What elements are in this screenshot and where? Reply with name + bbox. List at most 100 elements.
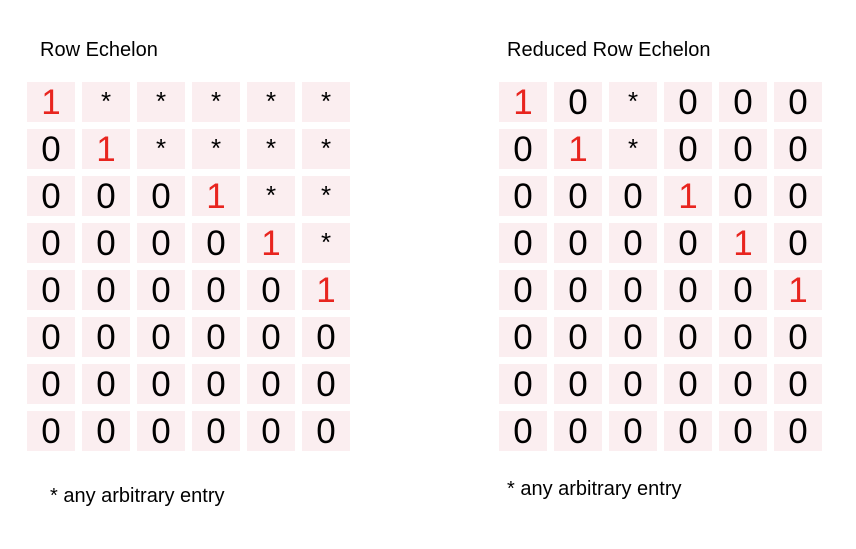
matrix-cell: 0 xyxy=(664,317,712,357)
matrix-cell: 0 xyxy=(719,411,767,451)
matrix-cell: 0 xyxy=(499,317,547,357)
pivot-cell: 1 xyxy=(554,129,602,169)
matrix-cell: 0 xyxy=(247,317,295,357)
matrix-cell: 0 xyxy=(82,176,130,216)
matrix-cell: * xyxy=(302,223,350,263)
matrix-cell: 0 xyxy=(302,411,350,451)
pivot-cell: 1 xyxy=(27,82,75,122)
pivot-cell: 1 xyxy=(499,82,547,122)
matrix-cell: 0 xyxy=(499,364,547,404)
pivot-cell: 1 xyxy=(774,270,822,310)
matrix-cell: 0 xyxy=(82,270,130,310)
matrix-cell: 0 xyxy=(82,317,130,357)
matrix-cell: 0 xyxy=(719,82,767,122)
matrix-cell: 0 xyxy=(137,270,185,310)
matrix-cell: * xyxy=(137,129,185,169)
matrix-cell: 0 xyxy=(27,317,75,357)
matrix-cell: 0 xyxy=(82,364,130,404)
matrix-cell: 0 xyxy=(664,411,712,451)
matrix-cell: 0 xyxy=(774,364,822,404)
matrix-cell: 0 xyxy=(27,364,75,404)
matrix-cell: 0 xyxy=(499,411,547,451)
matrix-cell: 0 xyxy=(554,223,602,263)
matrix-cell: 0 xyxy=(774,82,822,122)
matrix-cell: 0 xyxy=(499,270,547,310)
matrix-cell: * xyxy=(302,129,350,169)
matrix-cell: 0 xyxy=(609,411,657,451)
reduced-row-echelon-matrix: 1 0 * 0 0 0 0 1 * 0 0 0 0 0 0 1 0 0 0 0 0 0 1 0 0 0 0 0 0 1 0 0 0 0 0 0 0 0 0 0… xyxy=(499,82,822,451)
matrix-cell: 0 xyxy=(192,223,240,263)
matrix-cell: 0 xyxy=(27,129,75,169)
pivot-cell: 1 xyxy=(192,176,240,216)
matrix-cell: 0 xyxy=(719,176,767,216)
pivot-cell: 1 xyxy=(664,176,712,216)
matrix-cell: * xyxy=(247,82,295,122)
matrix-cell: * xyxy=(192,129,240,169)
reduced-row-echelon-footnote: * any arbitrary entry xyxy=(507,478,682,500)
row-echelon-title: Row Echelon xyxy=(40,39,158,61)
matrix-cell: 0 xyxy=(719,317,767,357)
matrix-cell: 0 xyxy=(664,129,712,169)
pivot-cell: 1 xyxy=(302,270,350,310)
matrix-cell: * xyxy=(302,176,350,216)
row-echelon-matrix: 1 * * * * * 0 1 * * * * 0 0 0 1 * * 0 0 0 0 1 * 0 0 0 0 0 1 0 0 0 0 0 0 0 0 0 0… xyxy=(27,82,350,451)
matrix-cell: 0 xyxy=(554,364,602,404)
matrix-cell: 0 xyxy=(137,411,185,451)
matrix-cell: 0 xyxy=(774,129,822,169)
reduced-row-echelon-title: Reduced Row Echelon xyxy=(507,39,711,61)
matrix-cell: 0 xyxy=(192,317,240,357)
matrix-cell: 0 xyxy=(82,411,130,451)
matrix-cell: 0 xyxy=(137,364,185,404)
pivot-cell: 1 xyxy=(247,223,295,263)
matrix-cell: 0 xyxy=(499,223,547,263)
matrix-cell: 0 xyxy=(719,364,767,404)
matrix-cell: 0 xyxy=(664,270,712,310)
matrix-cell: 0 xyxy=(247,411,295,451)
row-echelon-footnote: * any arbitrary entry xyxy=(50,485,225,507)
matrix-cell: 0 xyxy=(192,364,240,404)
matrix-cell: 0 xyxy=(554,317,602,357)
matrix-cell: * xyxy=(302,82,350,122)
matrix-cell: 0 xyxy=(719,129,767,169)
matrix-cell: 0 xyxy=(499,176,547,216)
matrix-cell: 0 xyxy=(137,176,185,216)
matrix-cell: 0 xyxy=(27,411,75,451)
matrix-cell: 0 xyxy=(609,364,657,404)
matrix-cell: 0 xyxy=(137,317,185,357)
matrix-cell: 0 xyxy=(192,411,240,451)
matrix-cell: 0 xyxy=(609,223,657,263)
matrix-cell: 0 xyxy=(664,82,712,122)
matrix-cell: 0 xyxy=(302,364,350,404)
matrix-cell: 0 xyxy=(554,176,602,216)
matrix-cell: 0 xyxy=(609,176,657,216)
matrix-cell: 0 xyxy=(774,411,822,451)
matrix-cell: * xyxy=(609,82,657,122)
matrix-cell: 0 xyxy=(554,270,602,310)
matrix-cell: 0 xyxy=(664,223,712,263)
matrix-cell: 0 xyxy=(609,317,657,357)
matrix-cell: 0 xyxy=(554,411,602,451)
matrix-cell: * xyxy=(82,82,130,122)
matrix-cell: * xyxy=(247,129,295,169)
pivot-cell: 1 xyxy=(719,223,767,263)
matrix-cell: 0 xyxy=(554,82,602,122)
pivot-cell: 1 xyxy=(82,129,130,169)
matrix-cell: 0 xyxy=(27,270,75,310)
matrix-cell: 0 xyxy=(774,317,822,357)
matrix-cell: 0 xyxy=(499,129,547,169)
matrix-cell: 0 xyxy=(137,223,185,263)
matrix-cell: 0 xyxy=(27,223,75,263)
matrix-cell: 0 xyxy=(82,223,130,263)
matrix-cell: * xyxy=(609,129,657,169)
matrix-cell: 0 xyxy=(247,364,295,404)
matrix-cell: * xyxy=(192,82,240,122)
matrix-cell: * xyxy=(247,176,295,216)
matrix-cell: 0 xyxy=(302,317,350,357)
matrix-cell: 0 xyxy=(774,176,822,216)
matrix-cell: 0 xyxy=(609,270,657,310)
matrix-cell: 0 xyxy=(192,270,240,310)
matrix-cell: 0 xyxy=(774,223,822,263)
matrix-cell: * xyxy=(137,82,185,122)
matrix-cell: 0 xyxy=(247,270,295,310)
matrix-cell: 0 xyxy=(27,176,75,216)
